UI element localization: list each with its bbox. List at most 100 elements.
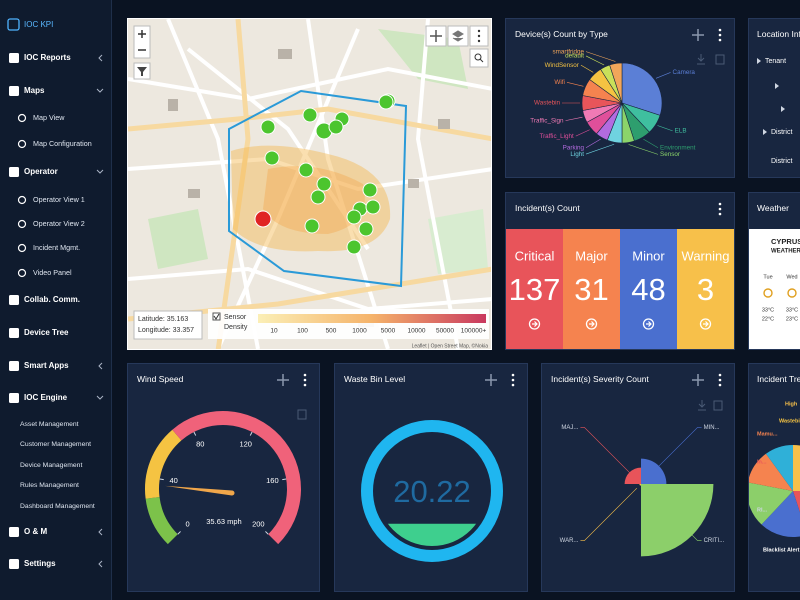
tree-node: District: [771, 129, 792, 136]
check: [213, 313, 220, 320]
nav-subitem[interactable]: Video Panel: [17, 268, 73, 278]
trend-slice: [749, 453, 793, 491]
incident-tile[interactable]: Critical 137: [506, 229, 564, 350]
menu-dot: [718, 373, 722, 377]
incident-tile[interactable]: Warning 3: [677, 229, 735, 350]
incident-tile[interactable]: Minor 48: [620, 229, 678, 350]
save-icon[interactable]: [713, 400, 723, 411]
nav-label: Settings: [24, 559, 56, 568]
nav-subitem[interactable]: Map Configuration: [17, 139, 92, 149]
weather-low: 22°C: [762, 316, 774, 322]
heat-area: [231, 145, 391, 252]
nav-subitem[interactable]: Rules Management: [20, 482, 79, 489]
nav-icon: [9, 361, 19, 371]
nav-item[interactable]: Operator: [9, 167, 104, 177]
nav-subitem[interactable]: Operator View 2: [17, 219, 85, 229]
move-handle[interactable]: [277, 374, 289, 386]
nav-subitem[interactable]: Map View: [17, 113, 66, 123]
gauge-tick: [282, 478, 287, 481]
nav-label: Device Tree: [24, 328, 69, 337]
menu-button[interactable]: [718, 373, 722, 387]
download-icon[interactable]: [698, 400, 706, 411]
tile-label: Major: [575, 248, 608, 263]
nav-subitem[interactable]: Incident Mgmt.: [17, 243, 81, 253]
map[interactable]: Latitude: 35.163 Longitude: 33.357 Senso…: [128, 19, 492, 350]
density-label: 50000: [436, 328, 454, 335]
tree-toggle[interactable]: [775, 83, 779, 89]
pie-label: ELB: [675, 128, 687, 135]
nav-subitem[interactable]: Device Management: [20, 462, 82, 469]
trend-label: RI...: [757, 507, 768, 513]
download-icon[interactable]: [697, 54, 705, 65]
nav-item[interactable]: Maps: [9, 86, 104, 96]
trend-slice: [749, 482, 793, 525]
tile-value: 137: [509, 272, 561, 307]
leader-line: [658, 427, 702, 467]
pie-label: default: [565, 53, 584, 60]
weather-panel: Weather CYPRUS WEATHER Tue 33°C 22°C Wed 33°C 2…: [748, 192, 800, 350]
nav-item[interactable]: Device Tree: [9, 328, 69, 338]
nav-item[interactable]: IOC Reports: [9, 53, 103, 63]
polar-label: MAJ...: [561, 425, 578, 431]
nav-item[interactable]: Settings: [9, 559, 103, 569]
nav-item[interactable]: O & M: [9, 527, 103, 537]
menu-button[interactable]: [303, 373, 307, 387]
nav-subitem[interactable]: Dashboard Management: [20, 503, 95, 510]
tree-toggle[interactable]: [763, 129, 767, 135]
alert-marker[interactable]: [254, 210, 272, 228]
brand[interactable]: IOC KPI: [24, 20, 53, 29]
menu-button[interactable]: [511, 373, 515, 387]
sensor-checkbox[interactable]: [212, 312, 221, 321]
move-handle[interactable]: [692, 374, 704, 386]
move-handle[interactable]: [485, 374, 497, 386]
pie-label: Wastebin: [534, 100, 561, 107]
menu-dot: [511, 373, 515, 377]
sidebar: IOC KPI IOC Reports Maps Map View Map Config…: [0, 0, 112, 600]
tree-toggle[interactable]: [781, 106, 785, 112]
gauge-tick-label: 0: [186, 519, 190, 528]
move-handle[interactable]: [692, 29, 704, 41]
chevron-left: [98, 54, 103, 62]
nav-sublabel: Asset Management: [20, 421, 79, 428]
nav-item[interactable]: IOC Engine: [9, 393, 104, 403]
map-tools[interactable]: [425, 25, 489, 68]
sub-icon: [17, 219, 27, 229]
pie-label: Sensor: [660, 151, 680, 158]
nav-icon: [9, 559, 19, 569]
zoom-control[interactable]: [133, 25, 151, 59]
density-label: 10: [270, 328, 278, 335]
nav-item[interactable]: Smart Apps: [9, 361, 103, 371]
trend-label: Blacklist Alert: [763, 547, 800, 553]
nav-icon: [9, 527, 19, 537]
leader-line: [566, 82, 584, 87]
wind-gauge: 0 40 80 120 160 200 35.63 mph: [145, 373, 307, 545]
nav-item[interactable]: Collab. Comm.: [9, 295, 80, 305]
nav-subitem[interactable]: Customer Management: [20, 441, 91, 448]
nav-icon: [9, 53, 19, 63]
trend-label: Wastebin Fu...: [779, 418, 800, 424]
save-icon[interactable]: [715, 54, 725, 65]
pie-label: Parking: [563, 144, 585, 151]
weather-day: Wed: [786, 274, 797, 280]
menu-button[interactable]: [718, 28, 722, 42]
pie-label: Light: [570, 151, 584, 158]
nav-subitem[interactable]: Asset Management: [20, 421, 79, 428]
nav-subitem[interactable]: Operator View 1: [17, 195, 85, 205]
incident-tile[interactable]: Major 31: [563, 229, 621, 350]
filter-control[interactable]: [133, 62, 151, 80]
brand-icon: [7, 18, 20, 31]
menu-dot: [718, 202, 722, 206]
gauge-tick-label: 120: [239, 439, 252, 448]
nav-icon: [9, 167, 19, 177]
polar-slice: [641, 458, 667, 484]
map-panel[interactable]: Latitude: 35.163 Longitude: 33.357 Senso…: [127, 18, 492, 350]
tree-toggle[interactable]: [757, 58, 761, 64]
save-icon[interactable]: [297, 409, 307, 420]
tile-link: [699, 318, 712, 330]
pie-label: WindSensor: [545, 62, 579, 69]
menu-button[interactable]: [718, 202, 722, 216]
move-icon: [692, 29, 704, 41]
sensor-markers[interactable]: [260, 93, 396, 255]
geofence[interactable]: [228, 89, 408, 288]
